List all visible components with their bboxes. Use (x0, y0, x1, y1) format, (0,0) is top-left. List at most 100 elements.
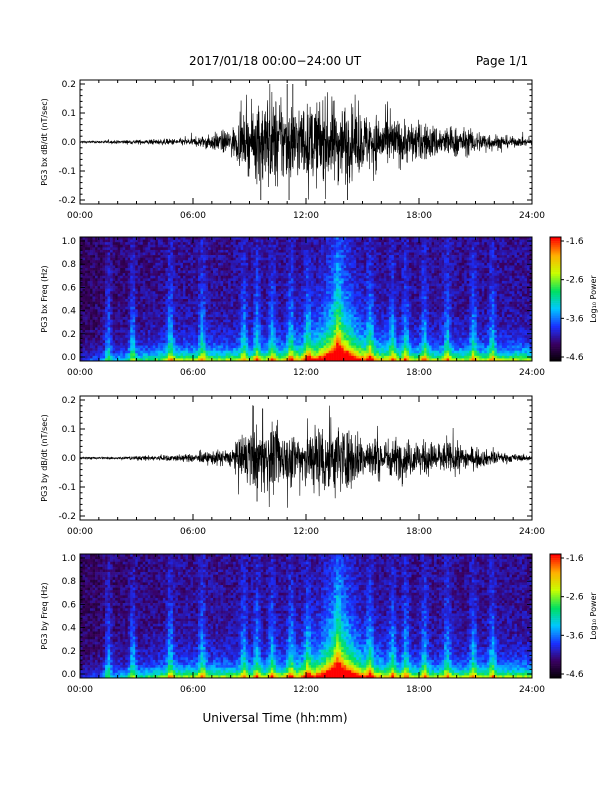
heatmap-cell (137, 324, 141, 328)
heatmap-cell (228, 355, 231, 359)
heatmap-cell (268, 330, 272, 333)
heatmap-cell (253, 327, 257, 331)
heatmap-cell (135, 260, 139, 264)
heatmap-cell (218, 353, 221, 357)
heatmap-cell (308, 270, 312, 274)
heatmap-cell (198, 330, 201, 333)
heatmap-cell (122, 340, 126, 344)
heatmap-cell (311, 242, 314, 246)
heatmap-cell (293, 337, 297, 341)
heatmap-cell (323, 319, 327, 323)
heatmap-cell (240, 247, 244, 251)
heatmap-cell (177, 345, 181, 349)
heatmap-cell (193, 239, 196, 243)
heatmap-cell (318, 319, 322, 323)
heatmap-cell (306, 306, 309, 310)
heatmap-cell (328, 280, 332, 284)
heatmap-cell (303, 260, 307, 264)
heatmap-cell (316, 275, 319, 279)
heatmap-cell (165, 306, 169, 310)
heatmap-cell (167, 311, 171, 315)
heatmap-cell (298, 247, 302, 251)
heatmap-cell (190, 293, 194, 297)
heatmap-cell (243, 244, 247, 248)
heatmap-cell (213, 293, 216, 297)
heatmap-cell (200, 358, 204, 362)
heatmap-cell (200, 291, 204, 295)
heatmap-cell (323, 252, 327, 256)
heatmap-cell (213, 257, 216, 261)
heatmap-cell (326, 249, 329, 253)
heatmap-cell (180, 314, 184, 318)
heatmap-cell (105, 255, 108, 258)
heatmap-cell (318, 283, 322, 287)
heatmap-cell (280, 335, 284, 339)
heatmap-cell (293, 355, 297, 359)
heatmap-cell (258, 247, 262, 251)
heatmap-cell (147, 247, 151, 251)
heatmap-cell (258, 332, 262, 336)
heatmap-cell (210, 252, 214, 256)
heatmap-cell (258, 301, 262, 305)
heatmap-cell (198, 293, 201, 297)
heatmap-cell (321, 249, 324, 253)
heatmap-cell (223, 291, 226, 295)
heatmap-cell (162, 345, 166, 349)
heatmap-cell (290, 355, 294, 359)
heatmap-cell (110, 309, 113, 313)
heatmap-cell (200, 340, 204, 344)
heatmap-cell (107, 322, 111, 326)
heatmap-cell (155, 286, 159, 289)
heatmap-cell (155, 247, 159, 251)
heatmap-cell (270, 317, 274, 320)
heatmap-cell (323, 283, 327, 287)
heatmap-cell (155, 239, 159, 243)
y-tick-label: -0.2 (58, 196, 76, 206)
heatmap-cell (230, 239, 234, 243)
heatmap-cell (107, 345, 111, 349)
heatmap-cell (195, 301, 199, 305)
heatmap-cell (295, 332, 299, 336)
heatmap-cell (275, 296, 279, 300)
heatmap-cell (140, 237, 144, 240)
heatmap-cell (80, 322, 83, 326)
heatmap-cell (311, 348, 314, 351)
heatmap-cell (142, 291, 146, 295)
heatmap-cell (160, 348, 164, 351)
heatmap-cell (100, 327, 103, 331)
heatmap-cell (157, 335, 161, 339)
heatmap-cell (238, 327, 242, 331)
heatmap-cell (152, 283, 156, 287)
heatmap-cell (243, 335, 247, 339)
heatmap-cell (147, 358, 151, 362)
heatmap-cell (326, 283, 329, 287)
heatmap-cell (283, 350, 287, 354)
heatmap-cell (233, 324, 236, 328)
heatmap-cell (155, 296, 159, 300)
heatmap-cell (225, 332, 229, 336)
heatmap-cell (238, 237, 242, 240)
heatmap-cell (193, 350, 196, 354)
heatmap-cell (278, 252, 282, 256)
heatmap-cell (218, 268, 221, 271)
heatmap-cell (203, 319, 206, 323)
heatmap-cell (313, 342, 317, 346)
heatmap-cell (316, 249, 319, 253)
heatmap-cell (323, 291, 327, 295)
heatmap-cell (298, 278, 302, 282)
heatmap-cell (152, 265, 156, 269)
heatmap-cell (316, 237, 319, 240)
heatmap-cell (331, 270, 334, 274)
heatmap-cell (333, 273, 337, 277)
heatmap-cell (135, 255, 139, 258)
heatmap-cell (165, 358, 169, 362)
heatmap-cell (225, 324, 229, 328)
heatmap-cell (142, 322, 146, 326)
heatmap-cell (238, 324, 242, 328)
heatmap-cell (112, 353, 116, 357)
heatmap-cell (285, 260, 289, 264)
heatmap-cell (182, 322, 186, 326)
heatmap-cell (152, 252, 156, 256)
heatmap-cell (205, 262, 209, 266)
heatmap-cell (125, 327, 129, 331)
